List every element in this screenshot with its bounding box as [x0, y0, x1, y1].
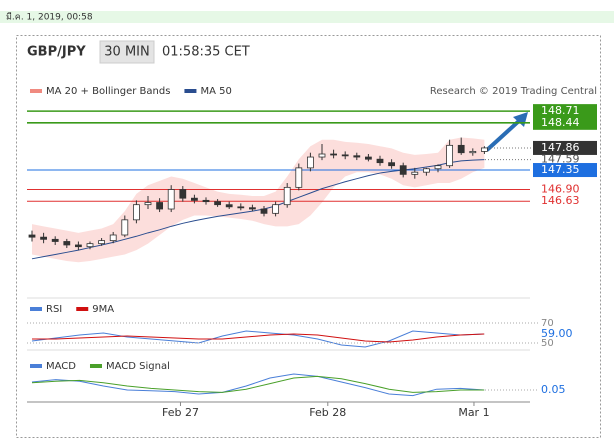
- candle-body: [457, 144, 465, 154]
- time: 01:58:35 CET: [162, 45, 250, 60]
- legend-swatch: [30, 364, 42, 368]
- level-label: 147.86: [541, 141, 580, 154]
- candle-body: [225, 204, 233, 208]
- candle-body: [132, 204, 140, 221]
- candle-body: [51, 238, 59, 242]
- candle-body: [40, 236, 47, 240]
- y-tick-label: 50: [541, 338, 554, 349]
- candle-body: [179, 189, 187, 199]
- level-box: [533, 115, 597, 130]
- candle-body: [411, 171, 419, 175]
- rsi-line: [31, 330, 485, 348]
- candle-body: [121, 219, 129, 236]
- candle-body: [480, 147, 488, 152]
- x-tick-label: Mar 1: [458, 406, 489, 419]
- candle-body: [318, 153, 326, 158]
- interval: 30 MIN: [104, 45, 149, 60]
- candle-body: [109, 234, 117, 242]
- candle-body: [28, 234, 36, 238]
- level-box: [533, 163, 597, 178]
- candle-body: [156, 202, 164, 210]
- candle-body: [388, 162, 396, 167]
- candle-body: [260, 208, 268, 214]
- macd-value: 0.05: [541, 383, 566, 396]
- candle-body: [144, 202, 152, 206]
- date-stamp: มี.ค. 1, 2019, 00:58: [6, 12, 93, 23]
- legend-swatch: [76, 307, 89, 311]
- legend-label: 9MA: [92, 304, 114, 315]
- date-bar: [0, 11, 614, 23]
- level-label: 147.35: [541, 163, 580, 176]
- candle-body: [283, 186, 291, 206]
- x-tick-label: Feb 28: [309, 406, 346, 419]
- credit: Research © 2019 Trading Central: [430, 86, 597, 97]
- candle-body: [469, 151, 477, 154]
- candle-body: [341, 154, 349, 157]
- legend-label: MACD: [46, 361, 76, 372]
- legend-label: RSI: [46, 304, 62, 315]
- candle-body: [353, 155, 361, 158]
- bollinger-band: [32, 137, 485, 263]
- y-tick-label: 70: [541, 318, 554, 329]
- candle-body: [295, 167, 303, 188]
- candle-body: [306, 156, 314, 169]
- candle-body: [272, 204, 280, 214]
- candle-body: [202, 199, 210, 203]
- macd-line: [31, 375, 485, 393]
- candle-body: [376, 158, 384, 164]
- level-label: 148.44: [541, 116, 580, 129]
- legend-label: MA 50: [200, 86, 231, 97]
- legend-swatch: [30, 89, 42, 93]
- level-label: 147.59: [541, 153, 580, 166]
- candle-body: [237, 206, 245, 209]
- legend-swatch: [30, 307, 42, 311]
- candle-body: [75, 244, 82, 248]
- candle-body: [399, 165, 407, 175]
- candle-body: [98, 240, 105, 245]
- candle-body: [214, 201, 222, 206]
- candle-body: [434, 165, 442, 170]
- candle-body: [248, 207, 256, 210]
- rsi-value: 59.00: [541, 327, 573, 340]
- macd-line: [31, 373, 485, 397]
- candle-body: [364, 156, 372, 160]
- level-label: 146.63: [541, 194, 580, 207]
- forecast-arrow: [485, 118, 522, 152]
- symbol: GBP/JPY: [27, 45, 86, 60]
- legend-swatch: [89, 364, 102, 368]
- ma50-line: [31, 159, 485, 260]
- interval-box: [99, 40, 155, 64]
- candle-body: [167, 189, 175, 210]
- level-box: [533, 140, 597, 155]
- panel-frame: [16, 35, 601, 438]
- rsi-line: [32, 333, 485, 343]
- candle-body: [190, 197, 198, 201]
- candle-body: [422, 168, 430, 173]
- candle-body: [63, 241, 71, 246]
- legend-swatch: [184, 89, 197, 93]
- x-tick-label: Feb 27: [162, 406, 199, 419]
- level-label: 146.90: [541, 183, 580, 196]
- legend-label: MACD Signal: [106, 361, 170, 372]
- candle-body: [330, 153, 338, 156]
- level-box: [533, 104, 597, 119]
- candle-body: [86, 243, 94, 248]
- candle-body: [446, 144, 454, 167]
- level-label: 148.71: [541, 104, 580, 117]
- legend-label: MA 20 + Bollinger Bands: [46, 86, 170, 97]
